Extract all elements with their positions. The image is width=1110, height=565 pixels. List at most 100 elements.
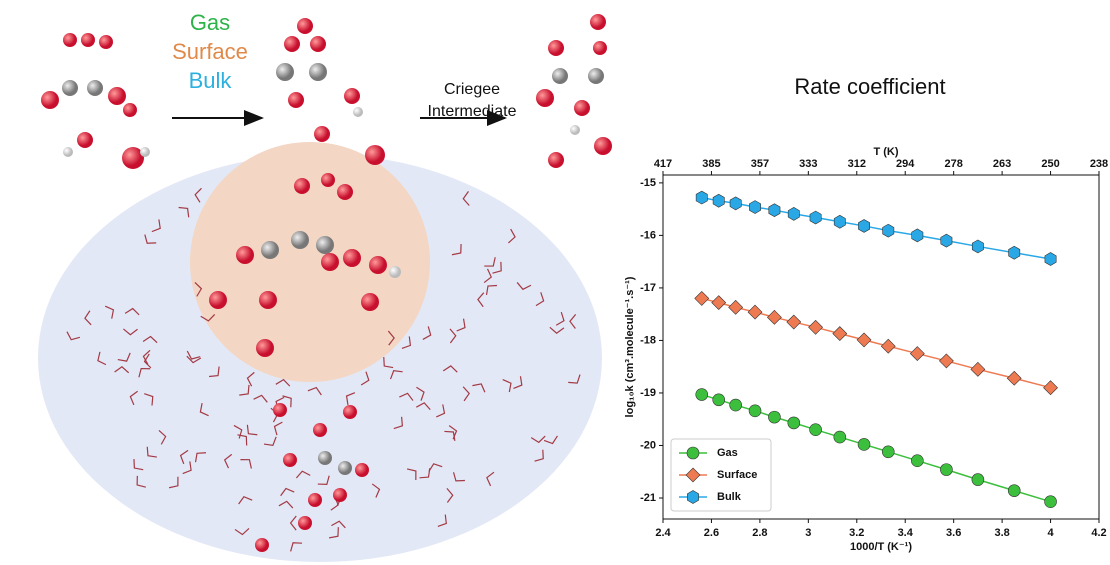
x-tick-label: 2.6 (704, 527, 719, 539)
marker (834, 431, 846, 443)
x2-axis-label: T (K) (873, 146, 898, 158)
atom (548, 152, 564, 168)
atom (309, 63, 327, 81)
marker (768, 411, 780, 423)
x-tick-label: 3.4 (898, 527, 914, 539)
atom (291, 231, 309, 249)
marker (1045, 253, 1056, 266)
step-label: Criegee (444, 81, 500, 98)
marker (810, 211, 821, 224)
atom (288, 92, 304, 108)
atom (62, 80, 78, 96)
marker (941, 234, 952, 247)
legend-label: Bulk (717, 491, 742, 503)
atom (255, 538, 269, 552)
marker (971, 362, 985, 376)
marker (1045, 496, 1057, 508)
legend-label: Gas (717, 447, 738, 459)
marker (857, 333, 871, 347)
atom (355, 463, 369, 477)
atom (284, 36, 300, 52)
marker (939, 354, 953, 368)
atom (570, 125, 580, 135)
x-tick-label: 3.2 (849, 527, 864, 539)
x-tick-label: 4 (1047, 527, 1054, 539)
phase-label: Bulk (189, 68, 233, 93)
legend-marker (687, 491, 698, 504)
x-tick-label: 3.8 (994, 527, 1009, 539)
legend-marker (687, 447, 699, 459)
phase-label: Surface (172, 39, 248, 64)
marker (858, 438, 870, 450)
atom (338, 461, 352, 475)
marker (1044, 381, 1058, 395)
marker (788, 417, 800, 429)
y-axis-label: log₁₀k (cm³.molecule⁻¹.s⁻¹) (624, 276, 636, 417)
atom (298, 516, 312, 530)
x2-tick-label: 294 (896, 158, 915, 170)
marker (730, 197, 741, 210)
atom (313, 423, 327, 437)
molecular-scene (38, 14, 612, 562)
y-tick-label: -15 (640, 177, 656, 189)
marker (696, 389, 708, 401)
marker (729, 300, 743, 314)
marker (749, 405, 761, 417)
atom (593, 41, 607, 55)
x2-tick-label: 278 (944, 158, 962, 170)
marker (911, 455, 923, 467)
x2-tick-label: 357 (751, 158, 769, 170)
atom (310, 36, 326, 52)
marker (1007, 371, 1021, 385)
x2-tick-label: 238 (1090, 158, 1108, 170)
figure: Gas Surface Bulk Criegee Intermediate Ra… (0, 0, 1110, 565)
marker (881, 339, 895, 353)
marker (882, 446, 894, 458)
atom (344, 88, 360, 104)
marker (912, 229, 923, 242)
x-tick-label: 2.4 (655, 527, 671, 539)
y-tick-label: -20 (640, 439, 656, 451)
atom (353, 107, 363, 117)
atom (294, 178, 310, 194)
marker (713, 194, 724, 207)
x-tick-label: 3.6 (946, 527, 961, 539)
x-tick-label: 4.2 (1091, 527, 1106, 539)
atom (552, 68, 568, 84)
x-axis-label: 1000/T (K⁻¹) (850, 541, 912, 553)
x2-tick-label: 263 (993, 158, 1011, 170)
legend-label: Surface (717, 469, 757, 481)
atom (321, 173, 335, 187)
x2-tick-label: 417 (654, 158, 672, 170)
atom (41, 91, 59, 109)
x-tick-label: 2.8 (752, 527, 767, 539)
chart-title: Rate coefficient (794, 74, 945, 99)
marker (910, 347, 924, 361)
marker (748, 305, 762, 319)
marker (787, 315, 801, 329)
atom (140, 147, 150, 157)
phase-label: Gas (190, 10, 230, 35)
atom (318, 451, 332, 465)
marker (1008, 485, 1020, 497)
atom (337, 184, 353, 200)
x2-tick-label: 333 (799, 158, 817, 170)
atom (283, 453, 297, 467)
atom (369, 256, 387, 274)
atom (365, 145, 385, 165)
atom (209, 291, 227, 309)
marker (730, 399, 742, 411)
atom (361, 293, 379, 311)
atom (297, 18, 313, 34)
atom (99, 35, 113, 49)
marker (769, 204, 780, 217)
marker (1009, 246, 1020, 259)
x2-tick-label: 250 (1041, 158, 1059, 170)
atom (261, 241, 279, 259)
atom (259, 291, 277, 309)
marker (940, 464, 952, 476)
y-tick-label: -16 (640, 229, 656, 241)
y-tick-label: -17 (640, 282, 656, 294)
marker (767, 310, 781, 324)
